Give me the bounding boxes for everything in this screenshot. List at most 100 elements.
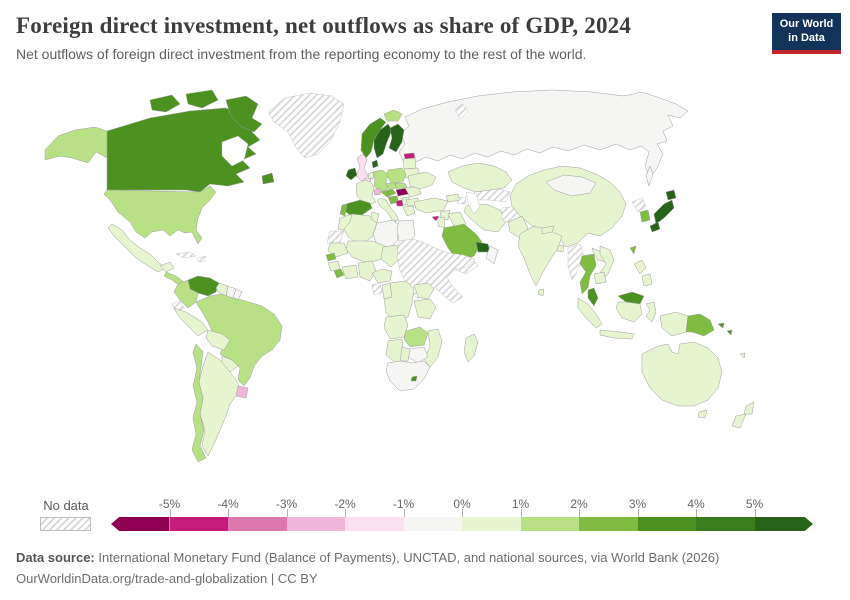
country-japan-honshu[interactable] (653, 199, 675, 225)
country-azerbaijan[interactable] (456, 196, 467, 205)
country-cuba[interactable] (175, 251, 197, 259)
country-lesotho[interactable] (410, 375, 418, 382)
country-japan-hokkaido[interactable] (665, 189, 677, 201)
country-uganda-kenya[interactable] (413, 282, 435, 300)
country-taiwan[interactable] (629, 245, 637, 255)
country-usa[interactable] (103, 185, 217, 245)
country-italy[interactable] (376, 197, 400, 222)
country-spain[interactable] (344, 199, 373, 218)
country-bolivia[interactable] (205, 329, 231, 351)
country-uruguay[interactable] (235, 385, 249, 399)
country-madagascar[interactable] (463, 333, 479, 363)
country-mongolia[interactable] (545, 174, 597, 197)
country-papua-new-guinea[interactable] (685, 313, 715, 337)
country-philippines-luzon[interactable] (633, 259, 647, 275)
legend-no-data-swatch[interactable] (40, 517, 91, 531)
country-myanmar[interactable] (567, 243, 585, 281)
country-thailand[interactable] (579, 253, 597, 295)
country-bangladesh[interactable] (556, 244, 565, 253)
country-angola[interactable] (383, 314, 409, 340)
country-sumatra[interactable] (577, 297, 603, 329)
country-kalimantan[interactable] (615, 301, 643, 323)
country-iceland[interactable] (383, 109, 403, 122)
country-greenland[interactable] (267, 92, 345, 159)
cc-by-link[interactable]: CC BY (277, 571, 318, 587)
country-sweden[interactable] (373, 123, 393, 159)
country-senegal[interactable] (325, 252, 337, 262)
country-united-kingdom[interactable] (355, 153, 369, 182)
country-alaska[interactable] (44, 126, 108, 164)
country-russia[interactable] (398, 89, 689, 179)
country-oman[interactable] (485, 245, 499, 265)
country-ivory-ghana[interactable] (341, 264, 359, 280)
country-cambodia[interactable] (593, 271, 607, 285)
country-malaysia-peninsula[interactable] (587, 287, 599, 307)
country-chile[interactable] (191, 343, 207, 463)
country-kazakhstan[interactable] (447, 162, 513, 193)
legend-segment[interactable] (403, 517, 462, 531)
country-yucatan[interactable] (159, 261, 175, 273)
country-malaysia-borneo[interactable] (617, 291, 645, 305)
country-chad[interactable] (380, 244, 400, 268)
country-papua-indonesia[interactable] (659, 311, 689, 337)
owid-logo[interactable]: Our World in Data (772, 13, 841, 54)
country-uae-qatar[interactable] (475, 241, 491, 253)
country-ireland[interactable] (345, 167, 358, 181)
legend-segment[interactable] (228, 517, 287, 531)
country-cameroon-car[interactable] (371, 268, 393, 284)
country-zambia[interactable] (403, 326, 429, 348)
legend-segment[interactable] (286, 517, 345, 531)
country-nigeria[interactable] (357, 260, 377, 282)
country-south-africa[interactable] (385, 360, 431, 392)
legend-segment[interactable] (696, 517, 755, 531)
country-germany[interactable] (372, 169, 389, 193)
country-novaya-zemlya[interactable] (454, 103, 469, 120)
country-liberia[interactable] (333, 268, 345, 279)
country-switzerland[interactable] (373, 187, 382, 196)
country-canada-newfoundland[interactable] (261, 172, 275, 185)
country-solomon-2[interactable] (726, 329, 733, 336)
country-poland[interactable] (386, 167, 407, 185)
country-bosnia[interactable] (395, 199, 404, 207)
legend-segment[interactable] (169, 517, 228, 531)
country-cyprus[interactable] (431, 215, 440, 222)
country-mexico[interactable] (107, 223, 167, 273)
country-fiji[interactable] (739, 352, 746, 359)
country-denmark[interactable] (371, 159, 379, 169)
legend-segment[interactable] (637, 517, 696, 531)
country-tasmania[interactable] (697, 409, 708, 419)
country-tanzania[interactable] (413, 298, 437, 320)
owid-url-link[interactable]: OurWorldinData.org/trade-and-globalizati… (16, 571, 268, 587)
legend-segment[interactable] (462, 517, 521, 531)
country-netherlands[interactable] (367, 171, 375, 180)
country-canada-arctic-1[interactable] (149, 94, 181, 113)
country-portugal[interactable] (339, 203, 348, 217)
country-western-sahara[interactable] (326, 230, 345, 244)
country-turkey[interactable] (413, 197, 449, 214)
country-greece[interactable] (402, 205, 416, 217)
country-sulawesi[interactable] (645, 301, 657, 323)
country-nz-south[interactable] (731, 413, 747, 429)
country-india[interactable] (517, 225, 563, 287)
country-malawi-mozambique[interactable] (423, 328, 443, 368)
country-austria[interactable] (380, 188, 397, 198)
country-south-korea[interactable] (639, 209, 651, 223)
country-north-korea[interactable] (631, 197, 647, 213)
country-jordan[interactable] (437, 216, 446, 229)
country-nz-north[interactable] (743, 401, 755, 415)
country-japan-kyushu[interactable] (649, 221, 661, 233)
country-guinea[interactable] (327, 260, 341, 272)
country-gabon[interactable] (371, 282, 383, 296)
country-russia-sakhalin[interactable] (645, 165, 654, 187)
country-finland[interactable] (388, 123, 405, 153)
country-solomon-1[interactable] (717, 322, 725, 329)
country-java[interactable] (599, 329, 635, 340)
country-botswana[interactable] (399, 346, 411, 362)
country-libya[interactable] (372, 219, 400, 250)
country-ukraine[interactable] (407, 171, 437, 190)
legend-segment[interactable] (111, 517, 170, 531)
country-france[interactable] (355, 179, 377, 207)
country-baltics[interactable] (402, 157, 417, 170)
country-saudi-arabia[interactable] (441, 223, 483, 263)
country-hispaniola[interactable] (196, 255, 207, 263)
